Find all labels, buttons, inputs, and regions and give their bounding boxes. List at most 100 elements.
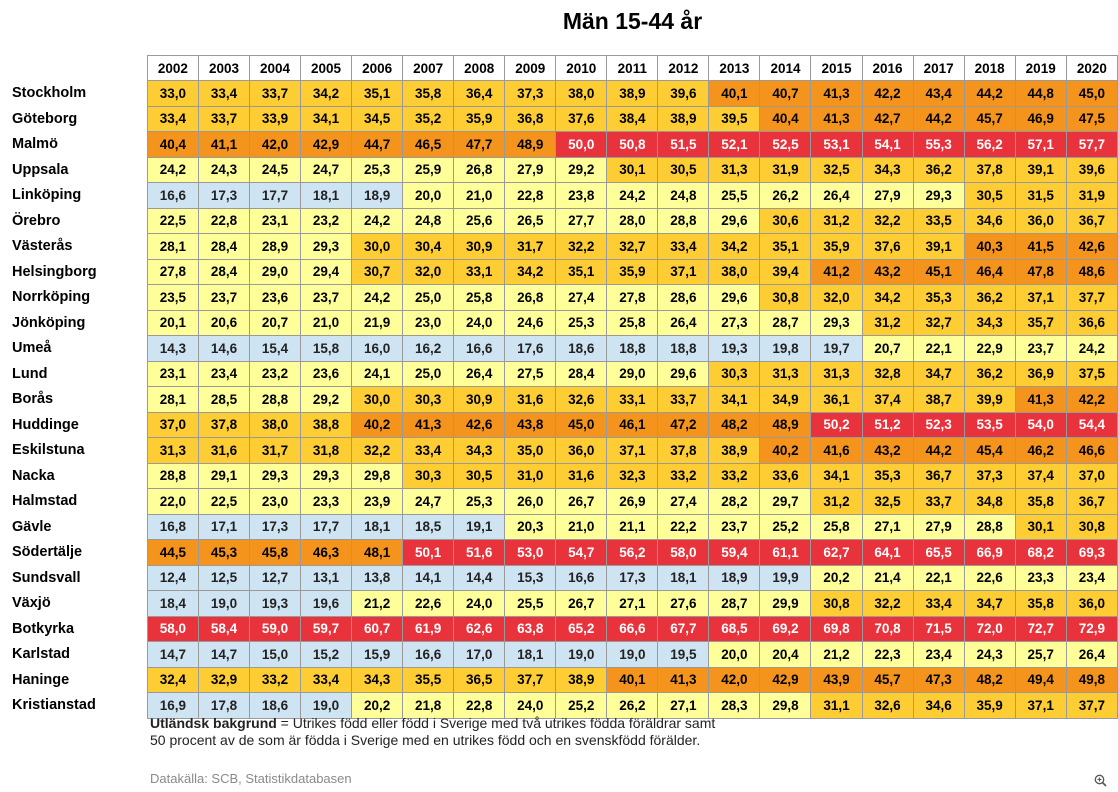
data-cell: 23,4 — [912, 641, 965, 668]
data-cell: 22,5 — [146, 207, 199, 234]
data-cell: 23,8 — [555, 182, 608, 209]
data-cell: 23,5 — [146, 284, 199, 311]
data-cell: 38,0 — [248, 411, 302, 438]
data-cell: 49,4 — [1014, 666, 1067, 693]
data-cell: 51,6 — [453, 539, 506, 566]
data-cell: 33,6 — [759, 462, 812, 489]
data-cell: 50,1 — [402, 539, 455, 566]
data-cell: 61,9 — [402, 615, 455, 642]
data-cell: 26,7 — [555, 488, 608, 515]
data-cell: 36,2 — [912, 156, 965, 183]
data-cell: 46,9 — [1014, 105, 1067, 132]
data-cell: 41,3 — [1014, 386, 1067, 413]
data-cell: 22,9 — [963, 335, 1016, 362]
year-header-2005: 2005 — [300, 55, 353, 81]
data-cell: 39,6 — [657, 80, 710, 107]
data-cell: 34,6 — [963, 207, 1016, 234]
data-cell: 38,9 — [606, 80, 659, 107]
table-row: Västerås 28,1 28,4 28,9 29,3 30,0 30,4 30,9 31,7… — [10, 233, 1118, 260]
data-cell: 34,3 — [861, 156, 914, 183]
data-cell: 44,7 — [351, 131, 404, 158]
data-cell: 37,1 — [657, 258, 710, 285]
data-cell: 35,9 — [963, 692, 1016, 719]
data-cell: 34,2 — [708, 233, 761, 260]
data-cell: 28,8 — [248, 386, 302, 413]
year-header-2013: 2013 — [708, 55, 761, 81]
data-cell: 28,4 — [197, 258, 250, 285]
data-cell: 41,6 — [810, 437, 863, 464]
data-cell: 71,5 — [912, 615, 965, 642]
data-cell: 23,0 — [248, 488, 302, 515]
data-cell: 32,2 — [861, 207, 914, 234]
data-cell: 62,6 — [453, 615, 506, 642]
data-cell: 28,8 — [146, 462, 199, 489]
data-cell: 29,0 — [606, 360, 659, 387]
data-cell: 32,2 — [555, 233, 608, 260]
data-cell: 29,0 — [248, 258, 302, 285]
data-cell: 27,6 — [657, 590, 710, 617]
data-cell: 59,0 — [248, 615, 302, 642]
data-cell: 30,8 — [810, 590, 863, 617]
row-label: Norrköping — [12, 289, 91, 306]
data-cell: 53,5 — [963, 411, 1016, 438]
data-cell: 36,2 — [963, 284, 1016, 311]
data-cell: 31,3 — [708, 156, 761, 183]
data-cell: 26,0 — [504, 488, 557, 515]
data-cell: 24,5 — [248, 156, 302, 183]
data-cell: 36,5 — [453, 666, 506, 693]
data-cell: 26,4 — [1065, 641, 1118, 668]
data-cell: 26,2 — [759, 182, 812, 209]
data-cell: 58,4 — [197, 615, 250, 642]
data-cell: 36,1 — [810, 386, 863, 413]
data-cell: 22,6 — [963, 564, 1016, 591]
table-row: Gävle 16,8 17,1 17,3 17,7 18,1 18,5 19,1 20,3 21,… — [10, 513, 1118, 540]
data-cell: 43,2 — [861, 258, 914, 285]
table-row: Helsingborg 27,8 28,4 29,0 29,4 30,7 32,0 33,1 3… — [10, 258, 1118, 285]
data-cell: 46,6 — [1065, 437, 1118, 464]
data-cell: 36,0 — [1014, 207, 1067, 234]
row-label: Södertälje — [12, 544, 83, 561]
data-cell: 32,9 — [197, 666, 250, 693]
data-cell: 72,0 — [963, 615, 1016, 642]
data-cell: 40,4 — [146, 131, 199, 158]
data-cell: 44,5 — [146, 539, 199, 566]
zoom-in-icon[interactable] — [1094, 774, 1107, 787]
data-cell: 36,7 — [912, 462, 965, 489]
data-cell: 31,2 — [810, 488, 863, 515]
row-label: Sundsvall — [12, 569, 81, 586]
table-row: Malmö 40,4 41,1 42,0 42,9 44,7 46,5 47,7 48,9 50,… — [10, 131, 1118, 158]
data-cell: 29,3 — [810, 309, 863, 336]
data-cell: 35,1 — [555, 258, 608, 285]
data-cell: 31,7 — [248, 437, 302, 464]
data-cell: 30,5 — [963, 182, 1016, 209]
data-cell: 23,3 — [1014, 564, 1067, 591]
data-cell: 31,2 — [810, 207, 863, 234]
data-cell: 18,5 — [402, 513, 455, 540]
year-header-2017: 2017 — [912, 55, 965, 81]
data-cell: 20,0 — [708, 641, 761, 668]
data-cell: 31,6 — [504, 386, 557, 413]
data-cell: 37,1 — [1014, 692, 1067, 719]
data-cell: 37,6 — [861, 233, 914, 260]
data-cell: 25,9 — [402, 156, 455, 183]
data-cell: 28,2 — [708, 488, 761, 515]
data-cell: 54,7 — [555, 539, 608, 566]
table-row: Eskilstuna 31,3 31,6 31,7 31,8 32,2 33,4 34,3 35… — [10, 437, 1118, 464]
data-cell: 40,3 — [963, 233, 1016, 260]
data-cell: 54,0 — [1014, 411, 1067, 438]
data-cell: 28,9 — [248, 233, 302, 260]
data-cell: 32,8 — [861, 360, 914, 387]
data-cell: 24,1 — [351, 360, 404, 387]
data-cell: 44,2 — [912, 105, 965, 132]
data-cell: 37,4 — [861, 386, 914, 413]
row-label: Haninge — [12, 671, 70, 688]
data-cell: 38,9 — [555, 666, 608, 693]
data-cell: 13,1 — [300, 564, 353, 591]
data-cell: 33,4 — [402, 437, 455, 464]
data-cell: 24,2 — [146, 156, 199, 183]
data-cell: 33,9 — [248, 105, 302, 132]
data-cell: 35,7 — [1014, 309, 1067, 336]
table-row: Stockholm 33,0 33,4 33,7 34,2 35,1 35,8 36,4 37,… — [10, 80, 1118, 107]
table-row: Borås 28,1 28,5 28,8 29,2 30,0 30,3 30,9 31,6 32,… — [10, 386, 1118, 413]
data-cell: 19,0 — [197, 590, 250, 617]
